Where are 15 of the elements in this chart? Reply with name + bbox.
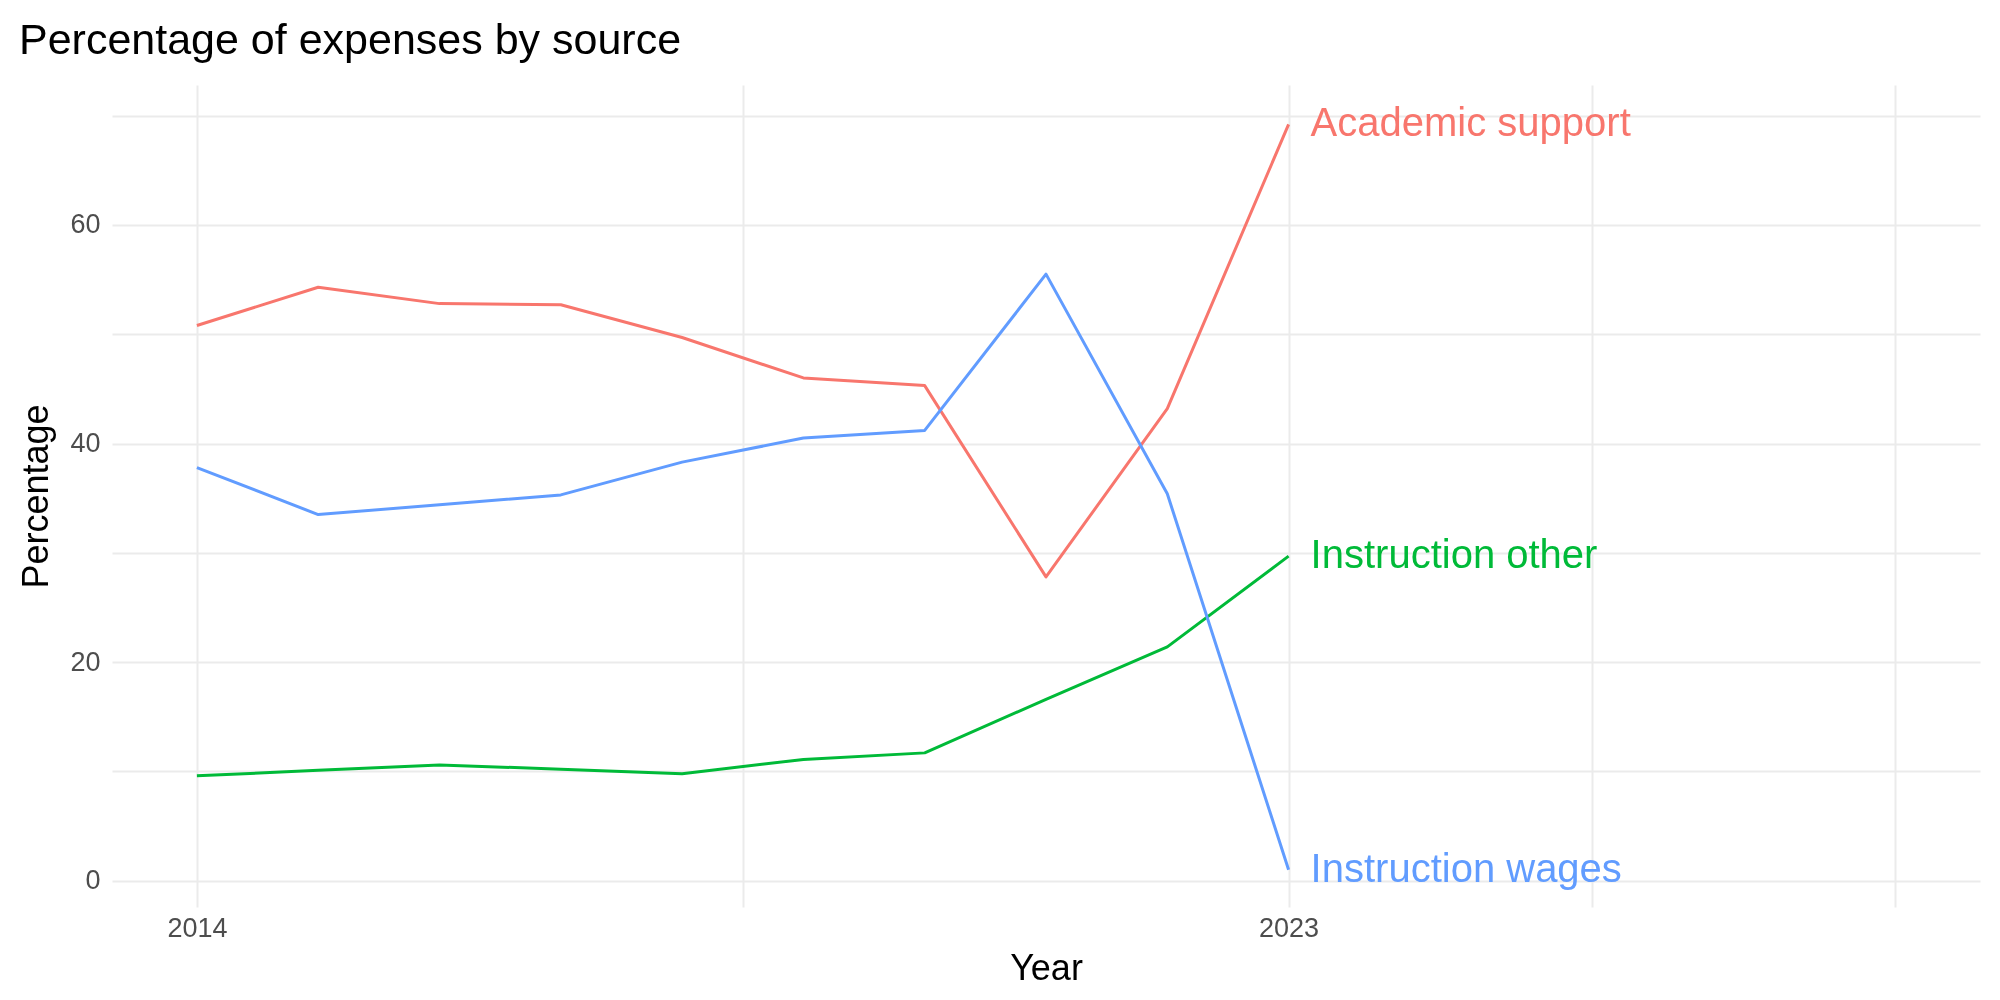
line-series (195, 272, 1291, 872)
y-axis-title: Percentage (15, 404, 57, 589)
series-label: Instruction other (1310, 532, 1598, 577)
line-series (195, 122, 1291, 579)
x-axis-title: Year (1010, 946, 1083, 988)
chart-title: Percentage of expenses by source (18, 15, 682, 63)
y-tick-label: 40 (70, 428, 101, 459)
series-label: Instruction wages (1310, 845, 1622, 890)
line-series (195, 554, 1291, 778)
x-tick-label: 2014 (167, 912, 228, 943)
x-tick-label: 2023 (1259, 912, 1320, 943)
y-tick-label: 0 (85, 865, 101, 896)
series-label: Academic support (1310, 100, 1631, 145)
y-tick-label: 20 (70, 646, 101, 677)
y-tick-label: 60 (70, 209, 101, 240)
